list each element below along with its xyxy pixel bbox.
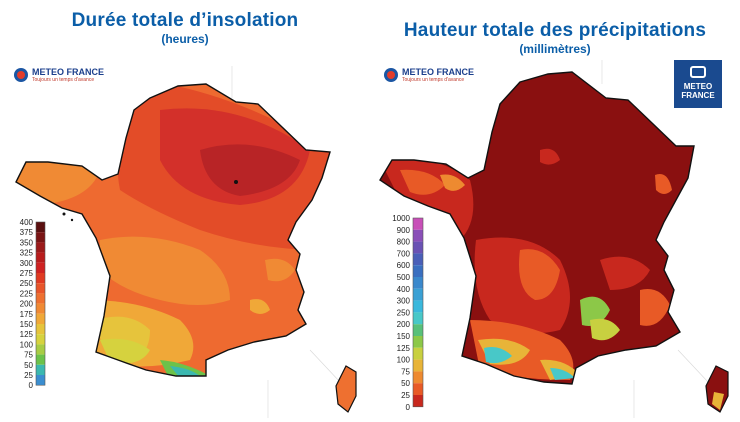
legend-tick-label: 400 [20, 218, 34, 227]
meteo-france-logo: METEO FRANCE Toujours un temps d'avance [14, 68, 104, 84]
legend-tick-label: 50 [24, 361, 33, 370]
legend-swatch [413, 371, 423, 384]
legend-tick-label: 350 [20, 238, 34, 247]
legend-swatch [36, 242, 45, 253]
legend-tick-label: 100 [397, 356, 411, 365]
legend-tick-label: 1000 [392, 214, 410, 223]
legend-swatch [413, 383, 423, 395]
legend-tick-label: 500 [397, 273, 411, 282]
legend-swatch [413, 347, 423, 360]
legend-swatch [413, 324, 423, 336]
badge-line1: METEO [683, 82, 713, 91]
legend-swatch [413, 253, 423, 266]
legend-swatch [36, 252, 45, 263]
legend-swatch [36, 293, 45, 304]
meteo-france-badge-icon [690, 66, 706, 78]
sunshine-map [15, 83, 357, 413]
legend-tick-label: 900 [397, 226, 411, 235]
legend-swatch [413, 265, 423, 277]
meteo-france-badge: METEO FRANCE [674, 60, 722, 108]
legend-frame [35, 221, 46, 386]
legend-tick-label: 200 [397, 320, 411, 329]
legend-tick-label: 375 [20, 228, 34, 237]
legend-tick-label: 150 [20, 320, 34, 329]
logo-brand: METEO FRANCE [32, 67, 104, 77]
precipitation-subtitle: (millimètres) [519, 42, 591, 56]
legend-swatch [413, 359, 423, 372]
legend-tick-label: 75 [24, 351, 33, 360]
meteo-france-logo-icon [14, 68, 28, 82]
legend-swatch [413, 312, 423, 325]
legend-swatch [413, 277, 423, 289]
logo-brand: METEO FRANCE [402, 67, 474, 77]
logo-tagline: Toujours un temps d'avance [32, 77, 95, 83]
sunshine-legend: 4003753503253002752502252001751501251007… [20, 218, 46, 390]
legend-swatch [36, 364, 45, 375]
legend-tick-label: 400 [397, 285, 411, 294]
legend-tick-label: 0 [29, 381, 34, 390]
legend-tick-label: 0 [406, 403, 411, 412]
legend-swatch [413, 336, 423, 348]
legend-tick-label: 225 [20, 289, 34, 298]
legend-swatch [36, 283, 45, 294]
legend-tick-label: 600 [397, 261, 411, 270]
precipitation-panel: Hauteur totale des précipitations (milli… [370, 0, 740, 422]
legend-tick-label: 75 [401, 367, 410, 376]
legend-swatch [413, 229, 423, 242]
logo-tagline: Toujours un temps d'avance [402, 77, 465, 83]
legend-tick-label: 800 [397, 238, 411, 247]
legend-frame [412, 217, 424, 408]
legend-swatch [36, 232, 45, 243]
sunshine-title: Durée totale d’insolation [71, 10, 299, 31]
legend-tick-label: 50 [401, 379, 410, 388]
legend-tick-label: 25 [401, 391, 410, 400]
precipitation-legend: 1000900800700600500400300250200150125100… [392, 214, 424, 412]
legend-tick-label: 150 [397, 332, 411, 341]
legend-swatch [36, 375, 45, 386]
legend-swatch [413, 288, 423, 301]
meteo-france-logo-icon [384, 68, 398, 82]
legend-swatch [36, 324, 45, 335]
legend-swatch [36, 354, 45, 365]
legend-swatch [36, 262, 45, 273]
legend-swatch [413, 241, 423, 254]
legend-tick-label: 275 [20, 269, 34, 278]
legend-swatch [413, 395, 423, 407]
legend-tick-label: 200 [20, 300, 34, 309]
legend-tick-label: 700 [397, 249, 411, 258]
legend-swatch [413, 218, 423, 230]
meteo-france-logo-right: METEO FRANCE Toujours un temps d'avance [384, 68, 474, 84]
legend-swatch [36, 313, 45, 324]
legend-tick-label: 100 [20, 340, 34, 349]
legend-swatch [413, 300, 423, 313]
legend-swatch [36, 303, 45, 314]
graticule-lines [231, 60, 709, 418]
legend-swatch [36, 222, 45, 233]
legend-tick-label: 250 [20, 279, 34, 288]
precipitation-title: Hauteur totale des précipitations [403, 20, 707, 41]
legend-swatch [36, 273, 45, 284]
sunshine-panel: Durée totale d’insolation (heures) METEO… [14, 10, 299, 84]
legend-tick-label: 325 [20, 249, 34, 258]
legend-swatch [36, 334, 45, 345]
legend-tick-label: 300 [20, 259, 34, 268]
badge-line2: FRANCE [681, 91, 715, 100]
sunshine-subtitle: (heures) [161, 32, 209, 46]
legend-tick-label: 175 [20, 310, 34, 319]
legend-tick-label: 25 [24, 371, 33, 380]
legend-tick-label: 300 [397, 297, 411, 306]
legend-swatch [36, 344, 45, 355]
precipitation-map [379, 71, 729, 413]
legend-tick-label: 125 [20, 330, 34, 339]
legend-tick-label: 125 [397, 344, 411, 353]
legend-tick-label: 250 [397, 308, 411, 317]
